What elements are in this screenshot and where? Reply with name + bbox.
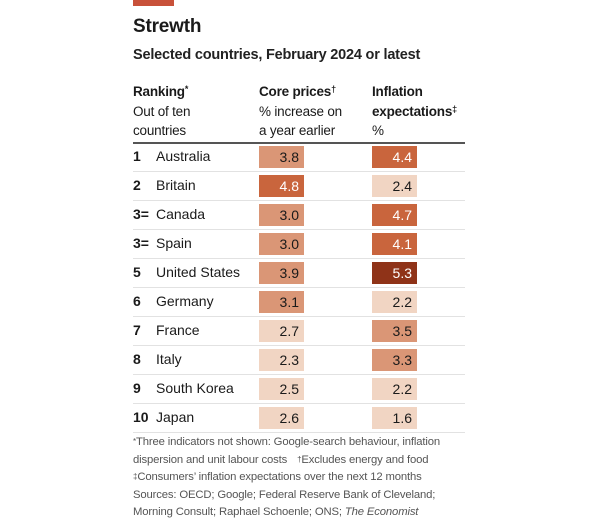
core-prices-cell: 3.1 (259, 291, 304, 313)
inflation-expectations-cell: 3.3 (372, 349, 417, 371)
inflation-expectations-cell: 2.4 (372, 175, 417, 197)
country-label: Japan (156, 409, 195, 425)
inflation-expectations-cell: 4.7 (372, 204, 417, 226)
inflation-expectations-cell: 3.5 (372, 320, 417, 342)
rank-label: 6 (133, 293, 141, 309)
rank-label: 1 (133, 148, 141, 164)
rank-label: 2 (133, 177, 141, 193)
accent-bar (133, 0, 174, 6)
core-prices-cell: 3.0 (259, 233, 304, 255)
inflation-expectations-cell: 2.2 (372, 378, 417, 400)
table-row: 2 Britain 4.8 2.4 (133, 172, 465, 201)
header-ranking-line2: Out of ten (133, 103, 191, 119)
dagger-mark: † (331, 84, 336, 94)
table-row: 8 Italy 2.3 3.3 (133, 346, 465, 375)
country-label: Italy (156, 351, 182, 367)
header-inflation-title2: expectations (372, 103, 453, 119)
dagger-mark: † (297, 454, 302, 464)
sources-publication: The Economist (344, 506, 419, 518)
double-dagger-mark: ‡ (452, 103, 457, 114)
country-label: Germany (156, 293, 214, 309)
rank-label: 9 (133, 380, 141, 396)
core-prices-cell: 3.0 (259, 204, 304, 226)
table-body: 1 Australia 3.8 4.4 2 Britain 4.8 2.4 3= Canada 3.… (133, 143, 465, 433)
rank-label: 3= (133, 206, 149, 222)
table-row: 10 Japan 2.6 1.6 (133, 404, 465, 433)
core-prices-cell: 3.8 (259, 146, 304, 168)
rank-label: 8 (133, 351, 141, 367)
country-label: South Korea (156, 380, 234, 396)
header-ranking: Ranking* Out of ten countries (133, 82, 190, 141)
asterisk-mark: * (133, 437, 136, 446)
country-label: Britain (156, 177, 196, 193)
core-prices-cell: 2.6 (259, 407, 304, 429)
rank-label: 5 (133, 264, 141, 280)
sources: Sources: OECD; Google; Federal Reserve B… (133, 488, 436, 519)
asterisk-mark: * (184, 84, 189, 94)
inflation-expectations-cell: 4.4 (372, 146, 417, 168)
footnote-1: Three indicators not shown: Google-searc… (133, 436, 441, 466)
table-row: 6 Germany 3.1 2.2 (133, 288, 465, 317)
header-rule (133, 142, 465, 144)
country-label: Spain (156, 235, 192, 251)
core-prices-cell: 3.9 (259, 262, 304, 284)
inflation-expectations-cell: 1.6 (372, 407, 417, 429)
country-label: Australia (156, 148, 211, 164)
core-prices-cell: 2.5 (259, 378, 304, 400)
rank-label: 3= (133, 235, 149, 251)
inflation-expectations-cell: 5.3 (372, 262, 417, 284)
double-dagger-mark: ‡ (133, 472, 138, 481)
core-prices-cell: 4.8 (259, 175, 304, 197)
header-inflation-title1: Inflation (372, 84, 423, 99)
table-row: 3= Spain 3.0 4.1 (133, 230, 465, 259)
header-ranking-line3: countries (133, 123, 186, 138)
core-prices-cell: 2.3 (259, 349, 304, 371)
table-row: 3= Canada 3.0 4.7 (133, 201, 465, 230)
header-inflation-expectations: Inflation expectations‡ % (372, 82, 457, 141)
header-core-line3: a year earlier (259, 123, 335, 138)
footnotes: *Three indicators not shown: Google-sear… (133, 434, 473, 522)
header-ranking-title: Ranking (133, 84, 185, 99)
footnote-2: Excludes energy and food (301, 453, 429, 466)
core-prices-cell: 2.7 (259, 320, 304, 342)
inflation-expectations-cell: 2.2 (372, 291, 417, 313)
country-label: Canada (156, 206, 206, 222)
table-row: 7 France 2.7 3.5 (133, 317, 465, 346)
chart-subtitle: Selected countries, February 2024 or lat… (133, 47, 421, 63)
table-row: 9 South Korea 2.5 2.2 (133, 375, 465, 404)
rank-label: 10 (133, 409, 149, 425)
header-inflation-unit: % (372, 123, 384, 138)
header-core-line2: % increase on (259, 103, 342, 119)
footnote-3: Consumers’ inflation expectations over t… (137, 471, 422, 483)
header-core-prices: Core prices† % increase on a year earlie… (259, 82, 342, 141)
table-row: 5 United States 3.9 5.3 (133, 259, 465, 288)
inflation-expectations-cell: 4.1 (372, 233, 417, 255)
country-label: United States (156, 264, 241, 280)
rank-label: 7 (133, 322, 141, 338)
chart-title: Strewth (133, 16, 202, 37)
table-row: 1 Australia 3.8 4.4 (133, 143, 465, 172)
country-label: France (156, 322, 200, 338)
header-core-title: Core prices (259, 84, 332, 99)
